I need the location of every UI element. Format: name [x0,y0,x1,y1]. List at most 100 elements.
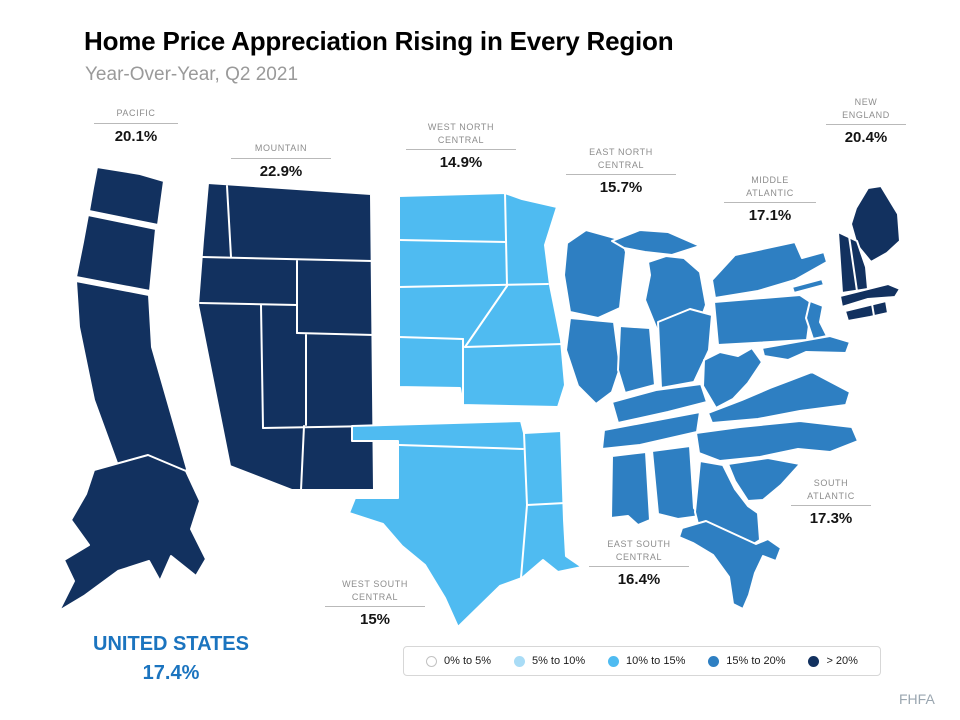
state-border-line [199,302,298,306]
region-name: EAST SOUTH CENTRAL [607,539,671,562]
illinois-shape [565,317,621,405]
south-carolina-shape [727,457,801,502]
legend-dot [708,655,720,667]
legend-item: 5% to 10% [513,655,586,667]
state-border-line [226,185,232,258]
region-value: 22.9% [259,162,303,180]
mountain-outline-shape [197,182,375,491]
state-border-line [398,444,524,450]
source-attribution: FHFA [899,691,935,707]
west-north-central-outline-shape [398,192,566,408]
state-border-line [520,504,528,579]
region-pacific-shapes [58,166,207,612]
michigan-upper-peninsula-shape [611,229,701,256]
state-border-line [398,283,549,288]
label-divider [406,149,516,151]
map-legend: 0% to 5% 5% to 10% 10% to 15% 15% to 20%… [403,646,881,676]
region-west-south-central-shapes [348,420,583,628]
legend-item: 0% to 5% [426,655,491,667]
indiana-shape [617,325,656,394]
legend-item: 10% to 15% [608,655,685,667]
page-title: Home Price Appreciation Rising in Every … [84,26,674,56]
state-border-line [398,336,464,340]
legend-label: 15% to 20% [726,655,786,667]
region-name: WEST SOUTH CENTRAL [342,579,408,602]
legend-label: 5% to 10% [531,655,586,667]
new-jersey-shape [805,300,828,340]
virginia-shape [707,371,851,424]
label-divider [231,157,331,159]
label-divider [94,122,178,124]
us-total-label: UNITED STATES [93,633,249,655]
legend-label: 0% to 5% [444,655,492,667]
kentucky-shape [611,383,708,424]
label-divider [826,124,906,126]
legend-dot [513,655,525,667]
alabama-shape [651,445,701,520]
connecticut-rhode-island-shape [844,300,889,322]
state-border-line [300,425,305,491]
region-label-pacific: PACIFIC 20.1% [92,107,180,145]
region-value: 16.4% [617,571,661,589]
legend-dot [808,655,820,667]
label-divider [325,606,425,608]
region-label-east-north-central: EAST NORTH CENTRAL 15.7% [564,146,678,196]
state-border-line [526,502,566,506]
region-name: WEST NORTH CENTRAL [427,122,495,145]
region-value: 15% [359,611,391,629]
state-border-line [260,304,264,429]
region-name: PACIFIC [116,108,156,118]
region-value: 15.7% [599,179,643,197]
north-carolina-shape [695,420,859,462]
pennsylvania-shape [713,294,813,346]
legend-item: 15% to 20% [708,655,786,667]
state-border-line [504,192,508,287]
region-label-middle-atlantic: MIDDLE ATLANTIC 17.1% [722,174,818,224]
region-new-england-shapes [837,185,901,322]
ohio-shape [657,308,713,389]
region-name: NEW ENGLAND [842,97,890,120]
state-border-line [201,256,373,262]
florida-shape [678,520,782,610]
region-middle-atlantic-shapes [711,241,828,346]
state-border-line [523,432,528,506]
maine-shape [850,185,901,263]
long-island-shape [791,278,825,294]
legend-label: > 20% [826,655,858,667]
wisconsin-shape [563,229,627,319]
region-name: MIDDLE ATLANTIC [746,175,794,198]
alaska-shape [58,454,207,612]
maryland-delaware-shape [761,335,851,361]
legend-dot [608,655,620,667]
region-name: MOUNTAIN [254,143,308,153]
region-east-south-central-shapes [601,383,708,526]
state-border-line [871,303,875,317]
us-total: UNITED STATES 17.4% [80,630,262,688]
washington-shape [88,166,165,226]
label-divider [724,202,816,204]
region-label-west-south-central: WEST SOUTH CENTRAL 15% [323,578,427,628]
west-virginia-shape [702,347,763,409]
region-value: 14.9% [439,154,483,172]
state-border-line [464,285,508,348]
state-border-line [848,235,858,292]
state-border-line [398,239,507,243]
legend-item: > 20% [808,655,858,667]
us-total-value: 17.4% [142,662,200,684]
page-subtitle: Year-Over-Year, Q2 2021 [85,64,299,85]
legend-label: 10% to 15% [626,655,686,667]
oregon-shape [75,214,157,292]
region-value: 17.1% [748,207,792,225]
mississippi-shape [610,451,651,526]
legend-dot [426,655,437,667]
region-west-north-central-shapes [398,192,566,408]
region-mountain-shapes [197,182,375,491]
new-york-shape [711,241,828,299]
west-south-central-outline-shape [348,420,583,628]
tennessee-shape [601,411,701,450]
region-value: 20.1% [114,127,158,145]
region-name: EAST NORTH CENTRAL [589,147,653,170]
region-value: 17.3% [809,510,853,528]
